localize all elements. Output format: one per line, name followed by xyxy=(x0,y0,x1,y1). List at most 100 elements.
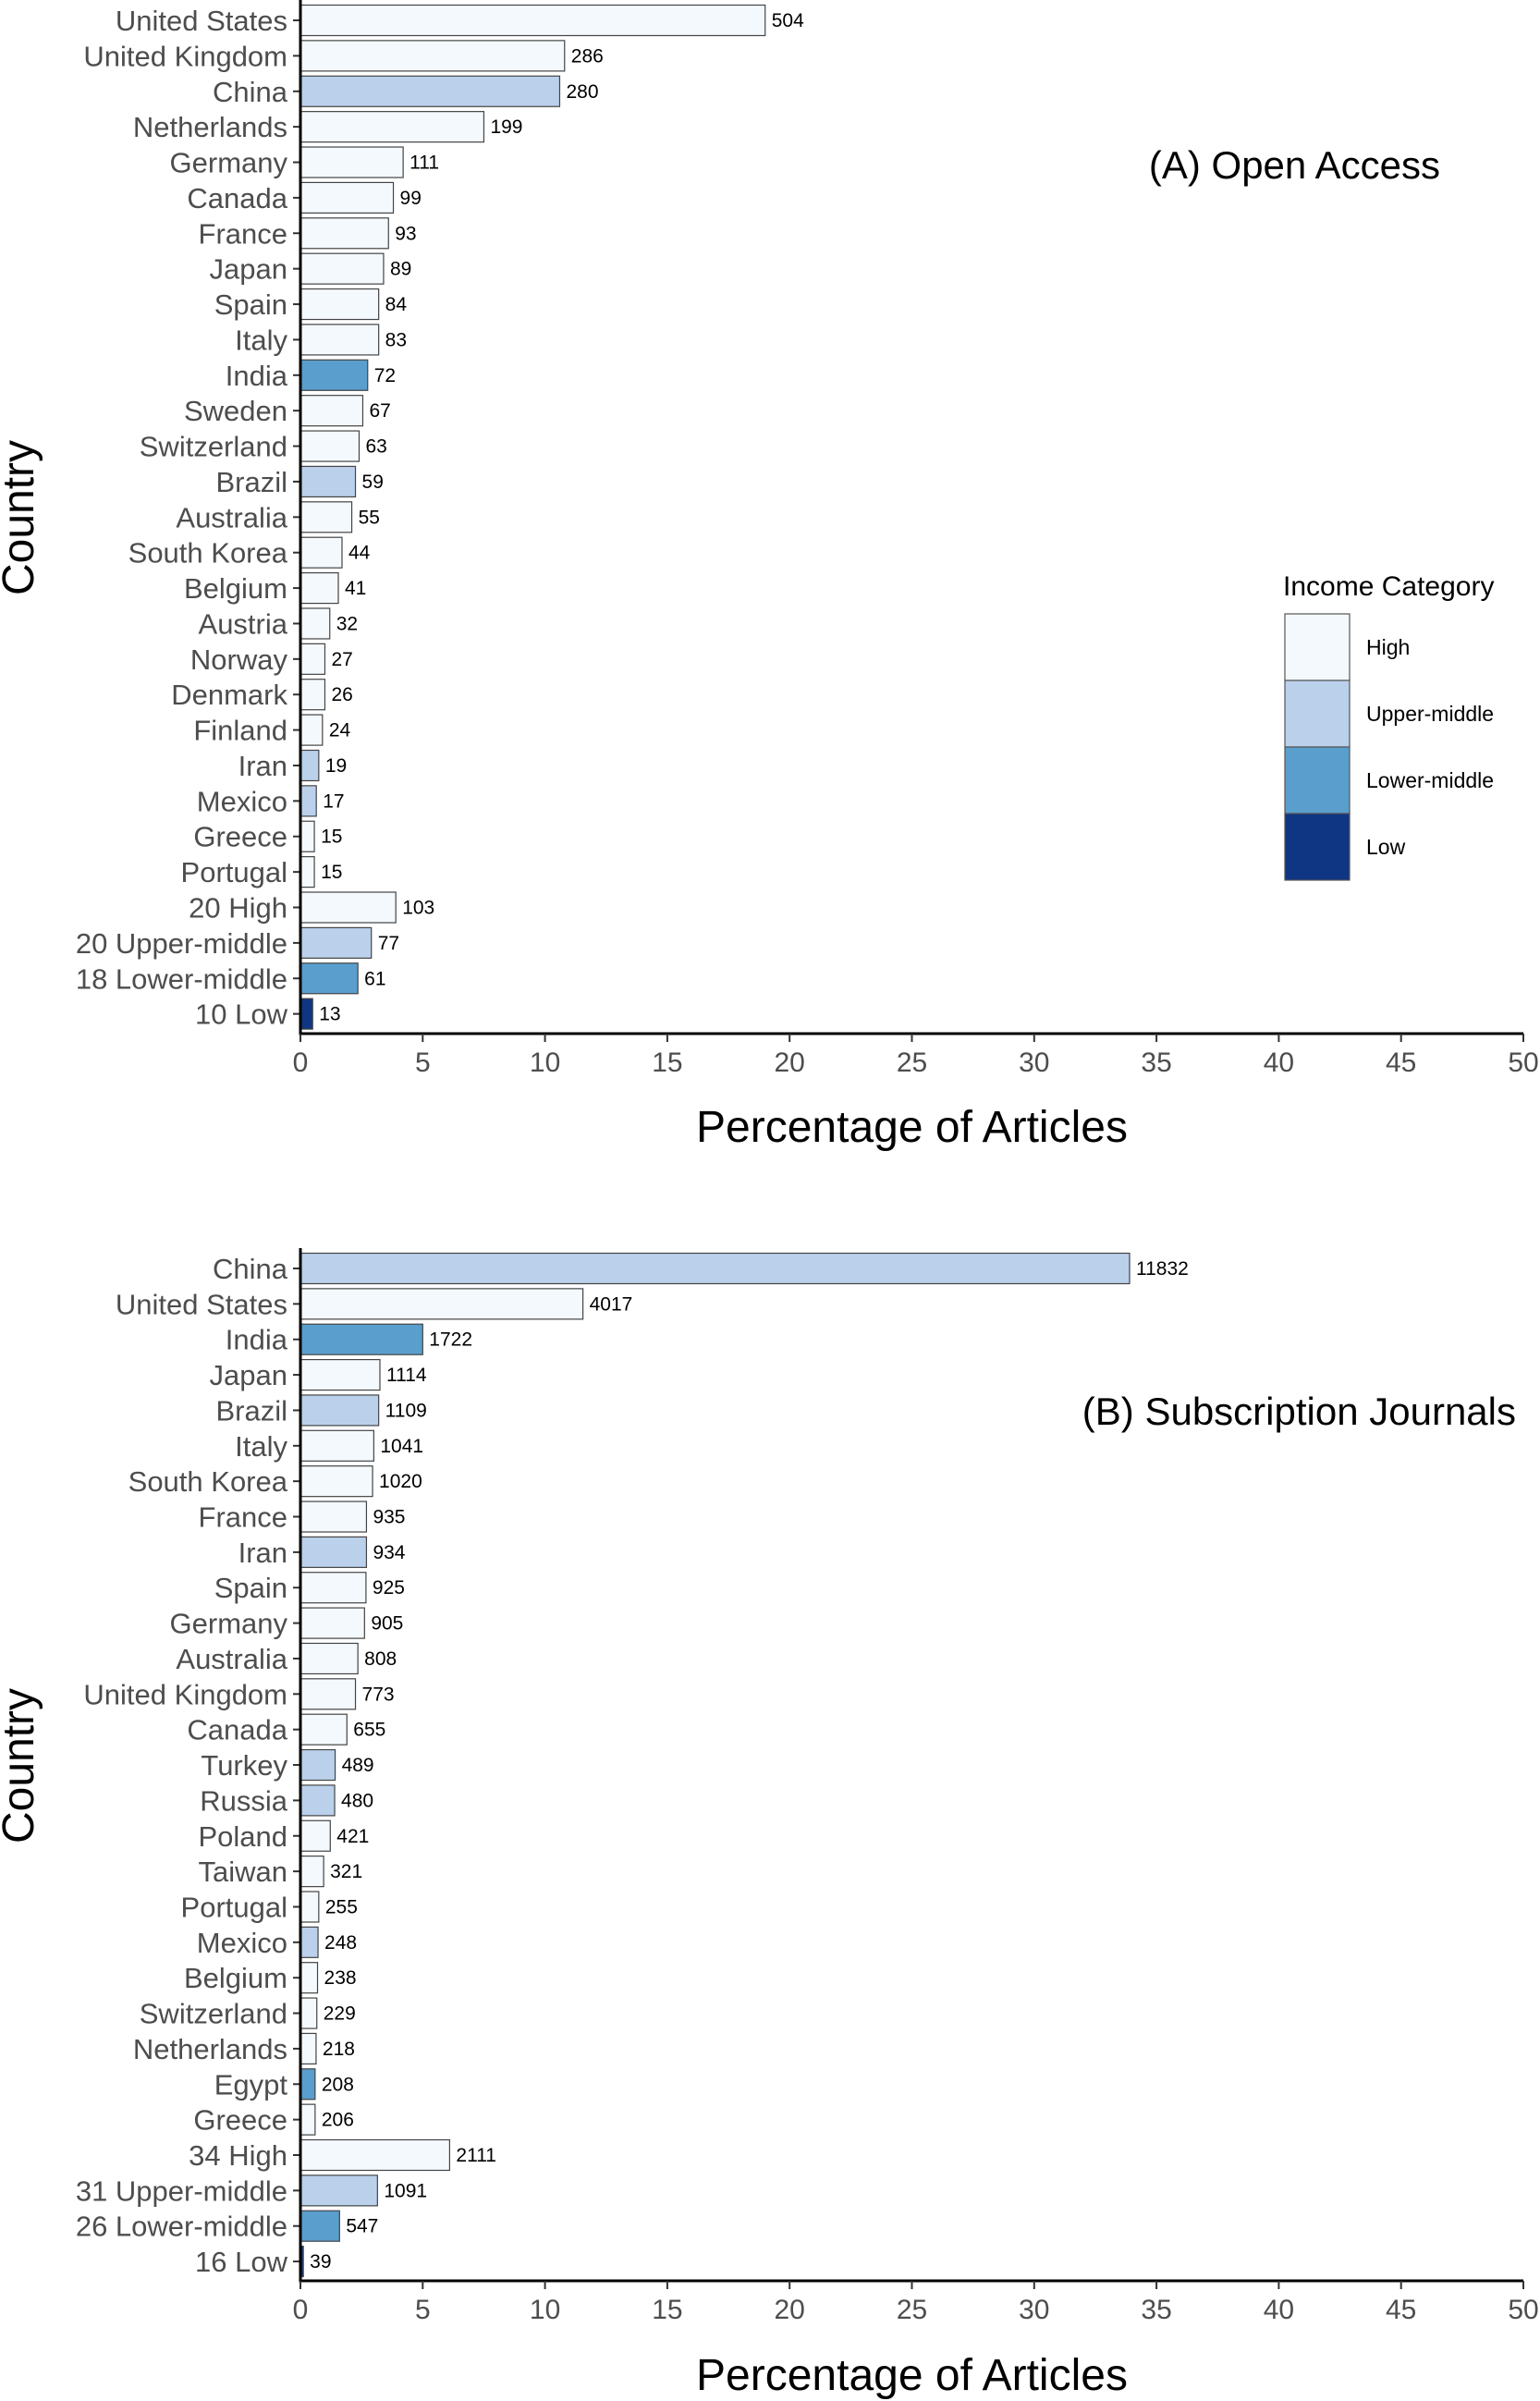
bar xyxy=(299,679,326,711)
bar xyxy=(299,1713,348,1746)
bar-value-label: 61 xyxy=(364,968,385,989)
bar-value-label: 206 xyxy=(322,2110,354,2131)
y-tick-label: Taiwan xyxy=(199,1856,288,1888)
bar-value-label: 218 xyxy=(323,2039,355,2060)
bar xyxy=(299,749,320,782)
bar-value-label: 32 xyxy=(336,613,358,634)
x-tick-label: 25 xyxy=(897,2295,927,2325)
y-tick-label: Netherlands xyxy=(133,2033,287,2065)
bar xyxy=(299,217,389,250)
bar xyxy=(299,181,395,214)
bar-value-label: 4017 xyxy=(590,1293,633,1315)
bar xyxy=(299,1394,380,1427)
x-tick-label: 15 xyxy=(652,2295,682,2325)
bar-value-label: 1722 xyxy=(429,1329,472,1351)
bar xyxy=(299,1501,368,1533)
y-tick-label: Brazil xyxy=(215,466,287,498)
bar xyxy=(299,1358,381,1391)
y-tick-label: Australia xyxy=(176,501,287,533)
y-tick-label: Mexico xyxy=(197,785,287,817)
y-tick-label: United States xyxy=(116,5,287,37)
bar-value-label: 84 xyxy=(385,294,408,315)
bar xyxy=(299,1856,324,1888)
y-tick-label: Canada xyxy=(187,182,287,214)
legend-label: High xyxy=(1366,635,1410,659)
y-tick-label: Egypt xyxy=(214,2068,288,2101)
bar xyxy=(299,1429,374,1462)
y-tick-label: Mexico xyxy=(197,1927,287,1959)
bar-value-label: 489 xyxy=(342,1755,374,1776)
panel-subscription-journals: 11832 China 4017 United States 1722 India 1114… xyxy=(0,1248,1539,2400)
bar xyxy=(299,2210,340,2242)
bar xyxy=(299,536,343,569)
legend-swatch xyxy=(1284,613,1351,681)
bar xyxy=(299,856,315,888)
y-tick-label: Sweden xyxy=(184,395,287,427)
y-tick-label: Belgium xyxy=(184,572,287,605)
bar xyxy=(299,1323,423,1355)
bar-value-label: 77 xyxy=(378,933,399,954)
x-tick-label: 35 xyxy=(1141,1047,1171,1078)
bar xyxy=(299,1252,1131,1285)
bar-value-label: 15 xyxy=(321,827,342,848)
bar-value-label: 55 xyxy=(359,507,380,528)
bar-value-label: 480 xyxy=(341,1790,373,1811)
y-tick-label: South Korea xyxy=(128,1465,288,1498)
legend-label: Low xyxy=(1366,835,1406,859)
y-tick-label: France xyxy=(199,1501,287,1534)
bar-value-label: 1109 xyxy=(385,1400,427,1421)
bar xyxy=(299,1784,336,1817)
y-tick-label: Belgium xyxy=(184,1962,287,1994)
bar-value-label: 248 xyxy=(324,1932,357,1954)
bar xyxy=(299,1465,373,1498)
bar-value-label: 26 xyxy=(331,684,352,705)
y-tick-label: 34 High xyxy=(189,2139,287,2172)
y-tick-label: China xyxy=(213,76,288,108)
legend-swatch xyxy=(1284,680,1351,748)
bar xyxy=(299,1288,584,1320)
x-tick-label: 45 xyxy=(1386,1047,1416,1078)
bar xyxy=(299,2068,316,2101)
bar-value-label: 935 xyxy=(373,1507,405,1528)
bar-value-label: 11832 xyxy=(1136,1258,1189,1280)
y-axis-title: Country xyxy=(0,1688,43,1844)
bar-value-label: 504 xyxy=(772,10,804,31)
bar-value-label: 208 xyxy=(322,2074,354,2095)
y-tick-label: Spain xyxy=(214,288,287,321)
y-tick-label: Australia xyxy=(176,1643,287,1675)
y-tick-label: South Korea xyxy=(128,537,288,570)
panel-open-access: 504 United States 286 United Kingdom 280 Chin… xyxy=(0,0,1539,1152)
bar xyxy=(299,714,324,746)
bar xyxy=(299,2103,316,2136)
bar-value-label: 93 xyxy=(395,223,416,244)
bar-value-label: 1020 xyxy=(379,1471,422,1492)
bar-value-label: 24 xyxy=(329,720,351,741)
bar xyxy=(299,1891,320,1923)
y-tick-label: 20 High xyxy=(189,892,287,925)
x-tick-label: 5 xyxy=(415,1047,431,1078)
x-tick-label: 50 xyxy=(1508,2295,1538,2325)
x-axis-title: Percentage of Articles xyxy=(696,1103,1128,1152)
bar-value-label: 773 xyxy=(362,1684,395,1705)
y-tick-label: Iran xyxy=(238,1537,287,1569)
y-tick-label: Portugal xyxy=(181,856,287,888)
bar-value-label: 89 xyxy=(390,259,411,280)
y-tick-label: Italy xyxy=(235,1430,287,1463)
y-tick-label: United Kingdom xyxy=(83,40,287,72)
bar xyxy=(299,571,339,605)
x-tick-label: 10 xyxy=(530,2295,560,2325)
bar-value-label: 321 xyxy=(330,1861,362,1882)
bar xyxy=(299,962,359,995)
bar xyxy=(299,1748,336,1782)
y-tick-label: Brazil xyxy=(215,1394,287,1427)
bar-value-label: 111 xyxy=(409,153,439,174)
bar xyxy=(299,998,313,1030)
y-tick-label: United Kingdom xyxy=(83,1678,287,1710)
y-tick-label: Norway xyxy=(190,643,288,676)
y-tick-label: Finland xyxy=(193,715,287,747)
y-tick-label: Japan xyxy=(210,253,287,286)
x-tick-label: 50 xyxy=(1508,1047,1538,1078)
y-tick-label: Poland xyxy=(198,1820,287,1853)
y-tick-label: India xyxy=(226,360,288,392)
